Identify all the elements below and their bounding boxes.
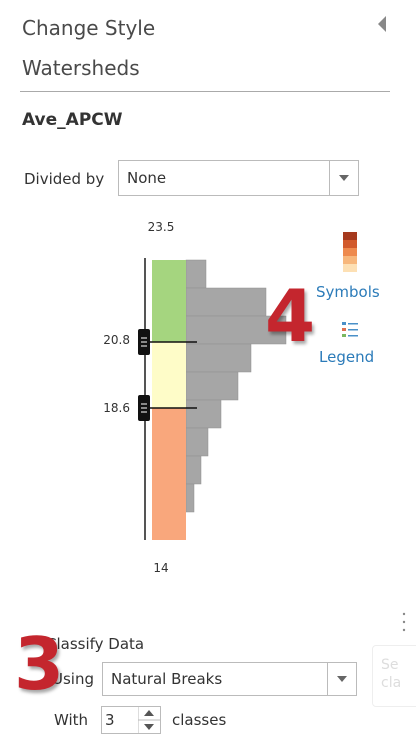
max-label: 23.5 — [148, 220, 175, 234]
layer-name: Watersheds — [22, 56, 140, 80]
symbols-link[interactable]: Symbols — [316, 283, 380, 301]
divider — [20, 91, 390, 92]
legend-link[interactable]: Legend — [319, 348, 375, 366]
select-value: None — [127, 169, 167, 187]
class-color — [152, 342, 186, 408]
dropdown-arrow[interactable] — [327, 663, 356, 695]
min-label: 14 — [153, 561, 168, 575]
divided-by-label: Divided by — [24, 170, 105, 188]
with-label: With — [54, 711, 89, 729]
select-value: Natural Breaks — [111, 670, 223, 688]
classes-value: 3 — [105, 711, 115, 729]
collapse-arrow[interactable] — [376, 14, 388, 34]
symbols-icon[interactable] — [343, 232, 357, 272]
method-select[interactable]: Natural Breaks — [102, 662, 357, 696]
side-hint: Se cla — [372, 645, 416, 707]
class-color — [152, 408, 186, 540]
break-handle[interactable] — [138, 395, 197, 421]
classify-label: Classify Data — [46, 635, 145, 653]
histogram — [185, 259, 287, 513]
break-label: 20.8 — [103, 333, 130, 347]
spinner-buttons[interactable] — [138, 707, 160, 733]
field-name: Ave_APCW — [22, 110, 123, 130]
using-label: Using — [52, 670, 94, 688]
annotation-number: 3 — [14, 622, 65, 706]
classifier: 23.5 20.8 18.6 14 — [103, 220, 358, 575]
classes-label: classes — [172, 711, 227, 729]
annotation-number: 4 — [265, 274, 316, 358]
resize-grip[interactable] — [399, 610, 409, 636]
classes-spinner[interactable]: 3 — [101, 706, 161, 734]
hint-text: Se — [381, 657, 399, 673]
break-handle[interactable] — [138, 329, 197, 355]
panel-title: Change Style — [22, 16, 156, 40]
divided-by-select[interactable]: None — [118, 160, 359, 196]
break-label: 18.6 — [103, 401, 130, 415]
class-color — [152, 260, 186, 342]
hint-text: cla — [381, 675, 402, 691]
dropdown-arrow[interactable] — [329, 161, 358, 195]
legend-icon[interactable] — [342, 322, 358, 337]
